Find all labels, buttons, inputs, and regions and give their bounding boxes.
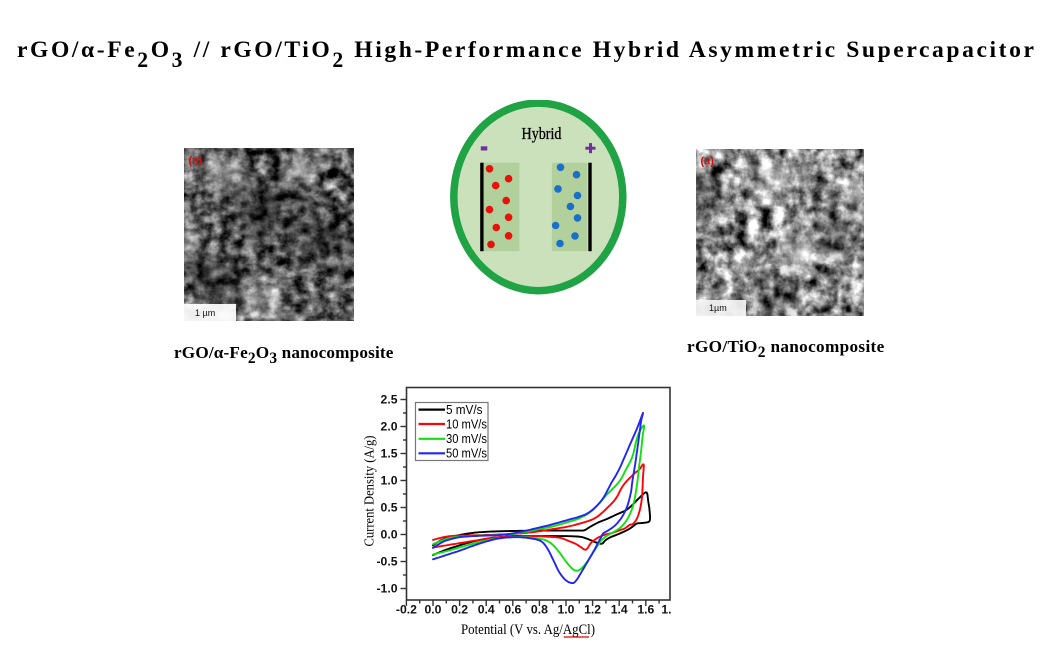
svg-text:30 mV/s: 30 mV/s — [446, 432, 487, 446]
svg-text:5 mV/s: 5 mV/s — [446, 403, 483, 417]
svg-text:10 mV/s: 10 mV/s — [446, 417, 487, 431]
svg-text:2.5: 2.5 — [381, 393, 398, 407]
svg-text:0.0: 0.0 — [425, 603, 442, 617]
svg-text:1.0: 1.0 — [558, 603, 575, 617]
svg-text:1.: 1. — [661, 603, 671, 617]
svg-text:1.5: 1.5 — [381, 447, 398, 461]
svg-text:0.0: 0.0 — [381, 528, 398, 542]
svg-text:1.0: 1.0 — [381, 474, 398, 488]
svg-text:-1.0: -1.0 — [376, 582, 397, 596]
svg-text:1µm: 1µm — [709, 303, 727, 313]
svg-text:2.0: 2.0 — [381, 420, 398, 434]
svg-text:-0.2: -0.2 — [396, 603, 417, 617]
svg-text:Hybrid: Hybrid — [522, 124, 562, 143]
svg-text:(a): (a) — [189, 155, 203, 167]
svg-text:1.2: 1.2 — [584, 603, 601, 617]
svg-text:1 µm: 1 µm — [195, 308, 215, 318]
svg-text:0.4: 0.4 — [478, 603, 495, 617]
svg-text:(a): (a) — [701, 156, 715, 168]
svg-text:1.4: 1.4 — [611, 603, 628, 617]
svg-text:0.6: 0.6 — [504, 603, 521, 617]
svg-text:Potential (V vs. Ag/AgCl): Potential (V vs. Ag/AgCl) — [461, 622, 595, 638]
svg-text:-0.5: -0.5 — [376, 555, 397, 569]
svg-text:50 mV/s: 50 mV/s — [446, 447, 487, 461]
svg-text:0.8: 0.8 — [531, 603, 548, 617]
svg-text:0.5: 0.5 — [381, 501, 398, 515]
svg-text:1.6: 1.6 — [637, 603, 654, 617]
svg-text:Current Density (A/g): Current Density (A/g) — [362, 436, 377, 547]
svg-text:0.2: 0.2 — [451, 603, 468, 617]
